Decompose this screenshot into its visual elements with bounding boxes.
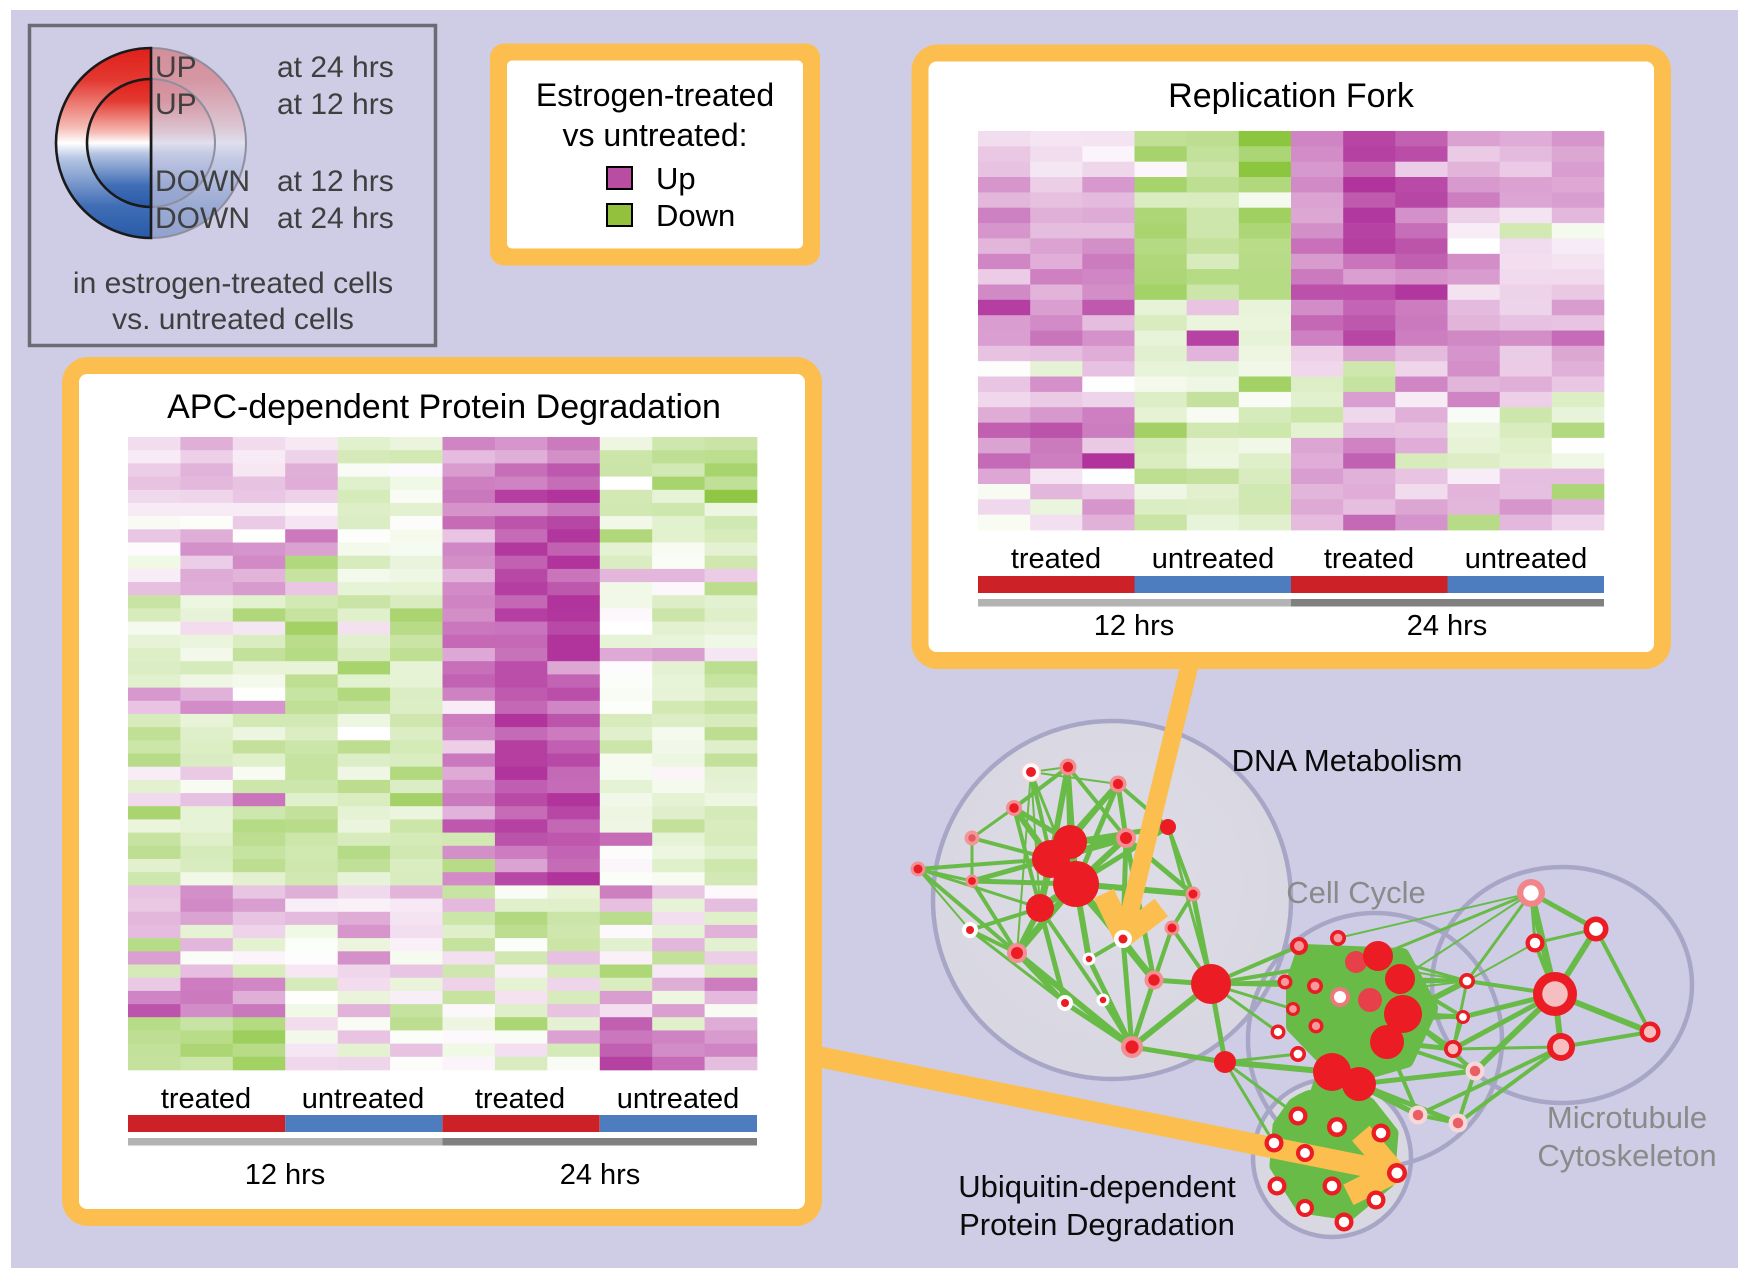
- svg-text:DOWN: DOWN: [155, 202, 250, 235]
- svg-text:treated: treated: [1324, 543, 1414, 575]
- svg-text:Up: Up: [656, 161, 696, 196]
- svg-text:DOWN: DOWN: [155, 165, 250, 198]
- svg-text:24 hrs: 24 hrs: [1407, 610, 1488, 642]
- svg-text:untreated: untreated: [1152, 543, 1275, 575]
- svg-text:untreated: untreated: [617, 1083, 740, 1115]
- svg-text:treated: treated: [161, 1083, 251, 1115]
- svg-text:DNA Metabolism: DNA Metabolism: [1232, 743, 1463, 778]
- svg-text:12 hrs: 12 hrs: [1094, 610, 1175, 642]
- svg-text:untreated: untreated: [302, 1083, 425, 1115]
- svg-text:APC-dependent Protein Degradat: APC-dependent Protein Degradation: [167, 388, 721, 426]
- svg-text:at 24 hrs: at 24 hrs: [277, 51, 394, 84]
- svg-text:24 hrs: 24 hrs: [560, 1159, 641, 1191]
- svg-text:treated: treated: [475, 1083, 565, 1115]
- svg-text:untreated: untreated: [1465, 543, 1588, 575]
- svg-text:in estrogen-treated cells: in estrogen-treated cells: [73, 267, 393, 300]
- svg-text:Microtubule: Microtubule: [1547, 1100, 1707, 1135]
- svg-text:UP: UP: [155, 88, 197, 121]
- svg-text:Replication Fork: Replication Fork: [1168, 77, 1415, 115]
- svg-text:treated: treated: [1011, 543, 1101, 575]
- svg-text:Cell Cycle: Cell Cycle: [1286, 875, 1426, 910]
- svg-text:at 12 hrs: at 12 hrs: [277, 88, 394, 121]
- svg-text:Ubiquitin-dependent: Ubiquitin-dependent: [958, 1169, 1236, 1204]
- svg-text:UP: UP: [155, 51, 197, 84]
- svg-text:Estrogen-treated: Estrogen-treated: [536, 77, 774, 113]
- svg-text:vs untreated:: vs untreated:: [563, 117, 748, 153]
- svg-text:12 hrs: 12 hrs: [245, 1159, 326, 1191]
- svg-text:Protein Degradation: Protein Degradation: [959, 1207, 1235, 1242]
- svg-text:at 24 hrs: at 24 hrs: [277, 202, 394, 235]
- svg-text:Cytoskeleton: Cytoskeleton: [1537, 1138, 1716, 1173]
- svg-text:at 12 hrs: at 12 hrs: [277, 165, 394, 198]
- svg-text:vs. untreated cells: vs. untreated cells: [112, 303, 354, 336]
- svg-text:Down: Down: [656, 198, 735, 233]
